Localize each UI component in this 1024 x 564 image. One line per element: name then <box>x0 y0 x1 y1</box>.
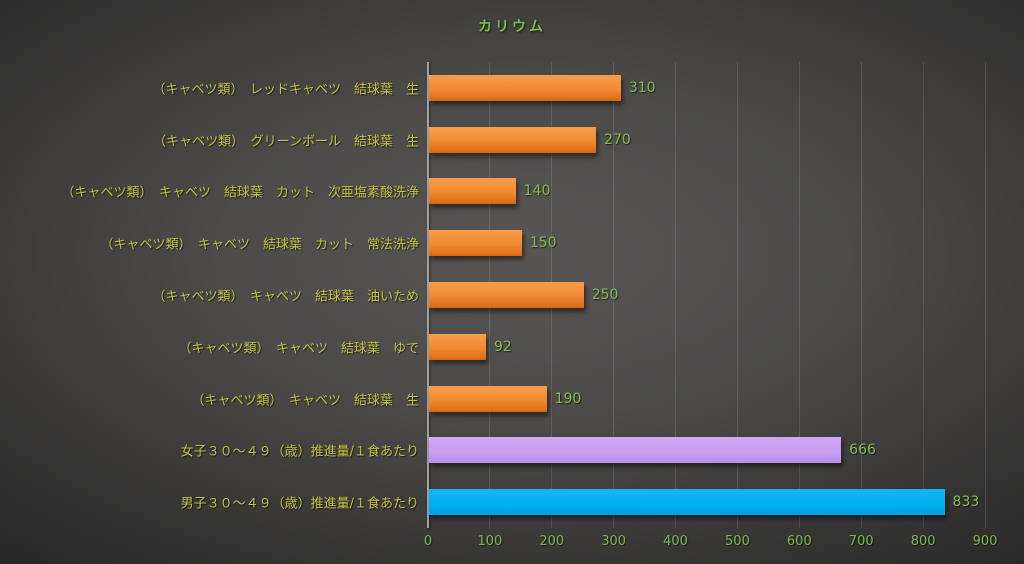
x-tick-label: 200 <box>539 534 565 549</box>
value-label: 666 <box>849 442 876 459</box>
gridline <box>798 62 800 528</box>
x-tick-label: 100 <box>477 534 503 549</box>
category-label: 女子３０～４９（歳）推進量/１食あたり <box>180 444 419 460</box>
gridline <box>736 62 738 528</box>
value-label: 310 <box>628 79 656 96</box>
value-label: 250 <box>591 287 619 303</box>
gridline <box>922 62 924 528</box>
bar-blue <box>429 489 945 516</box>
gridline <box>984 62 986 528</box>
category-label: （キャベツ類） キャベツ 結球葉 生 <box>191 393 419 409</box>
value-label: 833 <box>952 494 980 511</box>
y-axis-line <box>427 62 429 528</box>
category-label: （キャベツ類） グリーンボール 結球葉 生 <box>153 134 419 150</box>
gridline <box>860 62 862 528</box>
x-tick-label: 800 <box>910 534 936 549</box>
x-tick-label: 400 <box>663 534 688 549</box>
value-label: 190 <box>554 390 582 407</box>
category-label: （キャベツ類） レッドキャベツ 結球葉 生 <box>152 82 419 98</box>
value-label: 270 <box>604 131 631 148</box>
x-tick-label: 300 <box>601 534 627 549</box>
value-label: 92 <box>493 338 512 355</box>
category-label: （キャベツ類） キャベツ 結球葉 ゆで <box>178 341 419 357</box>
x-tick-label: 0 <box>423 534 433 549</box>
category-label: （キャベツ類） キャベツ 結球葉 油いため <box>152 289 419 305</box>
category-label: 男子３０～４９（歳）推進量/１食あたり <box>180 496 419 512</box>
x-tick-label: 600 <box>786 534 812 549</box>
bar-orange <box>429 178 516 205</box>
bar-orange <box>429 230 522 257</box>
bar-purple <box>429 437 842 464</box>
gridline <box>675 62 677 528</box>
category-label: （キャベツ類） キャベツ 結球葉 カット 常法洗浄 <box>100 237 419 253</box>
bar-orange <box>429 126 597 153</box>
bar-orange <box>429 282 584 308</box>
x-tick-label: 700 <box>848 534 874 549</box>
chart-title: カリウム <box>478 19 546 35</box>
bar-orange <box>429 333 486 360</box>
value-label: 150 <box>529 235 557 252</box>
value-label: 140 <box>523 183 551 200</box>
bar-orange <box>429 385 547 412</box>
x-tick-label: 500 <box>725 534 750 549</box>
x-tick-label: 900 <box>972 534 998 549</box>
gridline <box>613 62 615 528</box>
category-label: （キャベツ類） キャベツ 結球葉 カット 次亜塩素酸洗浄 <box>61 185 419 201</box>
bar-orange <box>429 74 621 101</box>
